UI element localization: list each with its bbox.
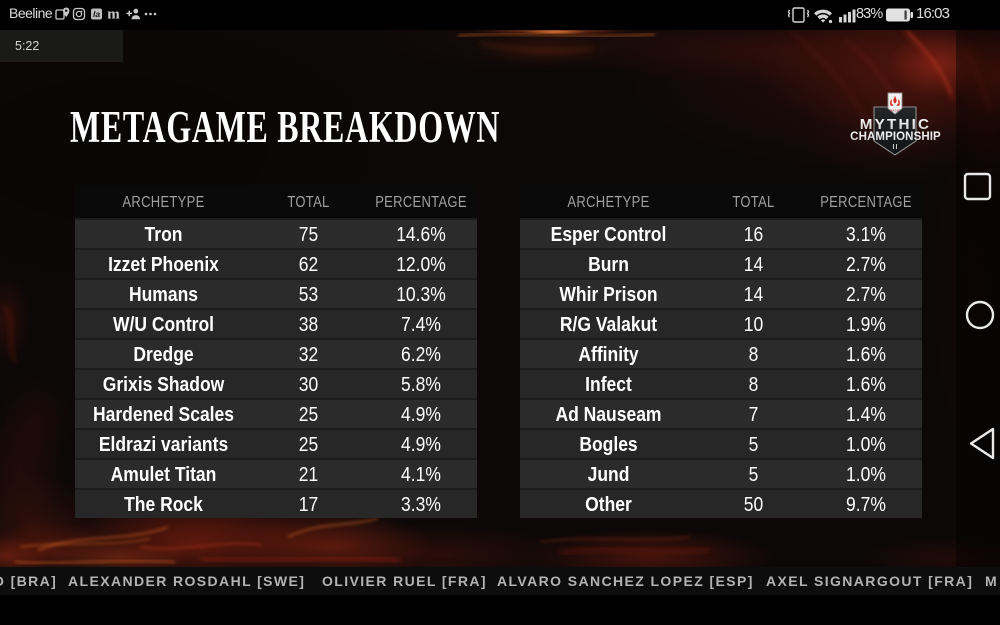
svg-text:MAGIC: MAGIC — [890, 109, 900, 113]
svg-text:MYTHIC: MYTHIC — [860, 116, 931, 133]
svg-text:m: m — [107, 7, 120, 23]
svg-text:CHAMPIONSHIP: CHAMPIONSHIP — [850, 131, 941, 143]
svg-text:la: la — [93, 9, 100, 19]
svg-text:II: II — [893, 144, 899, 151]
